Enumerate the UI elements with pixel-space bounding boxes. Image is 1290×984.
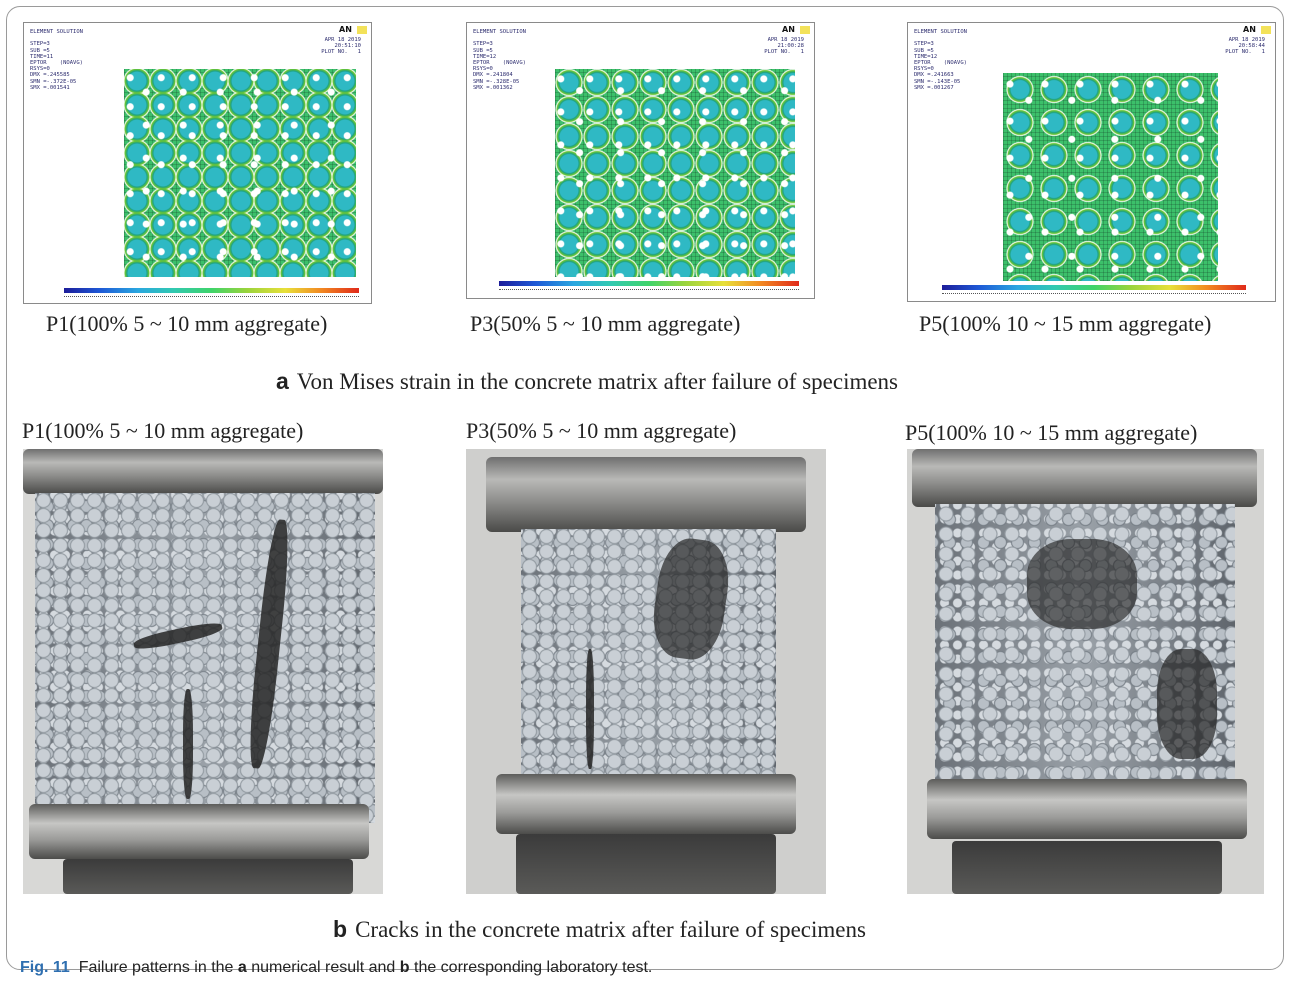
subfigure-label-a-p1: P1(100% 5 ~ 10 mm aggregate) (46, 311, 328, 336)
strain-color-legend (499, 281, 799, 286)
ansys-logo: AN (1243, 25, 1271, 35)
panel-b-letter: b (333, 916, 348, 942)
machine-base (952, 841, 1222, 894)
panel-a-title: a Von Mises strain in the concrete matrix… (276, 368, 898, 395)
ansys-logo: AN (782, 25, 810, 35)
fea-date-text: APR 18 2019 20:58:44 PLOT NO. 1 (1225, 37, 1265, 56)
ansys-logo: AN (339, 25, 367, 35)
lab-photo-p1 (23, 449, 383, 894)
fea-date-text: APR 18 2019 21:00:28 PLOT NO. 1 (764, 37, 804, 56)
strain-contour-mesh (555, 69, 795, 277)
fea-plot-p3: ELEMENT SOLUTION STEP=3 SUB =5 TIME=12 E… (466, 22, 815, 299)
strain-contour-mesh (1003, 73, 1218, 281)
fea-header-text: ELEMENT SOLUTION STEP=3 SUB =5 TIME=11 E… (30, 29, 83, 91)
legend-ticks (942, 293, 1246, 295)
caption-part-3: numerical result and (246, 959, 400, 976)
crack (1027, 539, 1137, 629)
panel-b-title: b Cracks in the concrete matrix after fai… (333, 916, 866, 943)
legend-ticks (499, 289, 799, 291)
loading-plate-top (486, 457, 806, 532)
panel-a-title-text: Von Mises strain in the concrete matrix … (296, 369, 899, 394)
strain-color-legend (64, 288, 359, 293)
fractured-specimen (521, 529, 776, 789)
lab-photo-p5 (907, 449, 1264, 894)
panel-b-title-text: Cracks in the concrete matrix after fail… (355, 917, 866, 942)
caption-part-2: a (237, 959, 247, 976)
strain-contour-mesh (124, 69, 356, 277)
subfigure-label-b-p1: P1(100% 5 ~ 10 mm aggregate) (22, 418, 304, 443)
loading-plate-top (23, 449, 383, 494)
fea-header-text: ELEMENT SOLUTION STEP=3 SUB =5 TIME=12 E… (914, 29, 967, 91)
caption-part-1: Failure patterns in the (78, 959, 238, 976)
crack (183, 689, 193, 799)
fea-date-text: APR 18 2019 20:51:10 PLOT NO. 1 (321, 37, 361, 56)
fea-plot-p5: ELEMENT SOLUTION STEP=3 SUB =5 TIME=12 E… (907, 22, 1276, 302)
subfigure-label-a-p5: P5(100% 10 ~ 15 mm aggregate) (919, 311, 1212, 336)
strain-color-legend (942, 285, 1246, 290)
crack (586, 649, 594, 769)
legend-ticks (64, 296, 359, 298)
subfigure-label-a-p3: P3(50% 5 ~ 10 mm aggregate) (470, 311, 741, 336)
loading-plate-bottom (29, 804, 369, 859)
loading-plate-top (912, 449, 1257, 507)
figure-number: Fig. 11 (20, 959, 70, 976)
figure-caption: Fig. 11 Failure patterns in the a numeri… (20, 959, 652, 977)
fea-header-text: ELEMENT SOLUTION STEP=3 SUB =5 TIME=12 E… (473, 29, 526, 91)
fea-plot-p1: ELEMENT SOLUTION STEP=3 SUB =5 TIME=11 E… (23, 22, 372, 304)
subfigure-label-b-p5: P5(100% 10 ~ 15 mm aggregate) (905, 420, 1198, 445)
machine-base (63, 859, 353, 894)
subfigure-label-b-p3: P3(50% 5 ~ 10 mm aggregate) (466, 418, 737, 443)
caption-part-5: the corresponding laboratory test. (409, 959, 653, 976)
loading-plate-bottom (927, 779, 1247, 839)
fractured-specimen (35, 493, 375, 823)
caption-part-4: b (399, 959, 410, 976)
crack (1157, 649, 1217, 759)
machine-base (516, 834, 776, 894)
loading-plate-bottom (496, 774, 796, 834)
panel-a-letter: a (276, 368, 289, 394)
lab-photo-p3 (466, 449, 826, 894)
